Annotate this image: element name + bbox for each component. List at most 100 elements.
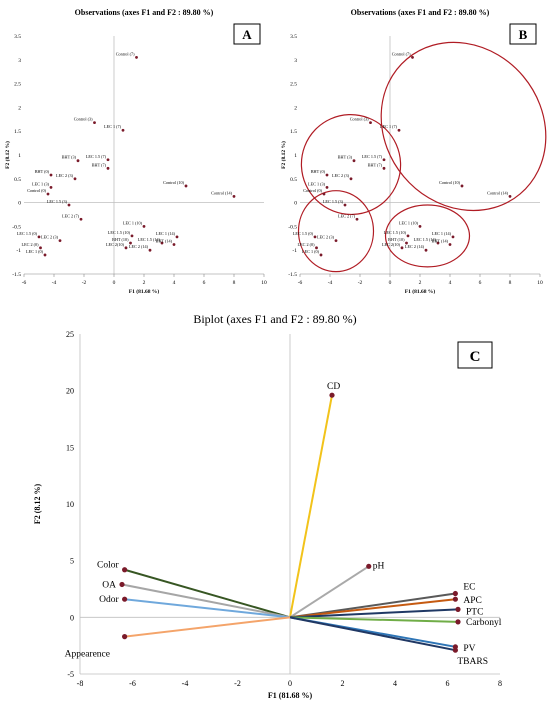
observation-point xyxy=(232,195,236,198)
observation-label: LEC 1.5 (10) xyxy=(108,230,131,235)
y-tick-label: 0.5 xyxy=(290,177,297,183)
y-tick-label: 0 xyxy=(18,201,21,207)
panel-c-chart: Biplot (axes F1 and F2 : 89.80 %) -8 -6 -4 -… xyxy=(33,312,502,700)
variable-point xyxy=(122,634,128,640)
observation-point xyxy=(43,253,47,257)
observation-label: LEC 1.5 (14) xyxy=(138,237,161,242)
x-tick-label: -4 xyxy=(328,280,333,286)
variable-vector xyxy=(124,616,291,638)
variable-label: OA xyxy=(102,580,116,590)
observation-label: BHT (7) xyxy=(368,162,383,167)
y-tick-label: 2.5 xyxy=(14,82,21,88)
x-tick-label: 2 xyxy=(341,679,345,688)
observation-label: BHT (3) xyxy=(338,155,353,160)
observation-label: BHT (10) xyxy=(388,237,405,242)
x-tick-label: 2 xyxy=(419,280,422,286)
observation-point xyxy=(325,185,329,189)
x-axis-label: F1 (81.68 %) xyxy=(405,288,436,294)
observation-label: LEC 1 (10) xyxy=(123,220,143,225)
observation-label: BHT (0) xyxy=(35,169,50,174)
x-axis-label: F1 (81.68 %) xyxy=(129,288,160,294)
variable-vector xyxy=(121,583,291,619)
y-tick-label: -1 xyxy=(292,248,297,254)
x-tick-label: -2 xyxy=(82,280,87,286)
observation-point xyxy=(334,239,338,243)
y-tick-label: -5 xyxy=(67,670,74,679)
observation-label: LEC 1 (14) xyxy=(156,231,176,236)
observation-point xyxy=(160,241,164,245)
group-ellipse xyxy=(380,41,547,212)
observation-point xyxy=(67,203,71,207)
observation-label: LEC 2 (3) xyxy=(41,235,59,240)
x-tick-label: -4 xyxy=(182,679,189,688)
observation-label: BHT (14) xyxy=(432,238,449,243)
y-tick-label: -0.5 xyxy=(288,224,297,230)
panel-a-chart: Observations (axes F1 and F2 : 89.80 %) -… xyxy=(4,8,267,295)
chart-title: Biplot (axes F1 and F2 : 89.80 %) xyxy=(193,312,356,326)
y-tick-label: 10 xyxy=(66,500,74,509)
x-tick-label: -4 xyxy=(52,280,57,286)
x-tick-label: -2 xyxy=(234,679,241,688)
observation-label: LEC 2 (14) xyxy=(405,244,425,249)
observation-point xyxy=(142,225,146,228)
y-tick-label: -1 xyxy=(16,248,21,254)
variable-label: EC xyxy=(463,583,475,593)
observation-label: Control (0) xyxy=(303,188,322,193)
observation-point xyxy=(46,192,50,196)
observation-label: LEC 2 (0) xyxy=(22,242,40,247)
y-tick-label: 3.5 xyxy=(14,34,21,40)
observation-point xyxy=(172,243,176,246)
x-tick-label: -2 xyxy=(358,280,363,286)
observation-label: Control (10) xyxy=(439,180,460,185)
observation-point xyxy=(39,246,42,250)
variable-point xyxy=(119,581,125,588)
observation-label: Control (3) xyxy=(350,117,369,122)
panel-letter-box xyxy=(457,341,493,369)
observation-point xyxy=(106,166,110,170)
variable-vector xyxy=(289,616,459,623)
observation-point xyxy=(418,225,422,228)
observation-point xyxy=(175,235,179,239)
y-tick-label: 1.5 xyxy=(14,129,21,135)
variable-point xyxy=(329,392,335,398)
variable-point xyxy=(452,647,458,653)
x-tick-label: 8 xyxy=(498,679,502,688)
observation-label: BHT (3) xyxy=(62,155,77,160)
variable-vector xyxy=(289,598,456,619)
observation-label: LEC 1 (3) xyxy=(32,181,50,186)
y-tick-label: 2.5 xyxy=(290,82,297,88)
chart-title: Observations (axes F1 and F2 : 89.80 %) xyxy=(351,8,490,17)
x-tick-label: 6 xyxy=(446,679,450,688)
observation-label: LEC 2 (3) xyxy=(332,173,350,178)
observation-point xyxy=(184,184,188,188)
variable-vector xyxy=(289,395,333,618)
variable-label: Carbonyl xyxy=(466,618,502,628)
group-ellipse xyxy=(384,204,471,268)
variable-vector xyxy=(289,565,370,619)
x-tick-label: 10 xyxy=(537,280,543,286)
panel-c: Biplot (axes F1 and F2 : 89.80 %) -8 -6 -4 -… xyxy=(0,306,550,702)
observation-label: LEC 2 (3) xyxy=(56,173,74,178)
observation-point xyxy=(93,121,96,125)
variable-vector xyxy=(124,568,291,619)
observation-point xyxy=(129,241,132,245)
observation-point xyxy=(343,203,347,207)
observation-label: Control (10) xyxy=(163,180,184,185)
variable-point xyxy=(122,596,128,602)
x-tick-label: 0 xyxy=(113,280,116,286)
observation-label: Control (14) xyxy=(487,190,508,195)
observation-label: LEC 2 (7) xyxy=(338,213,356,218)
y-tick-label: 25 xyxy=(66,330,74,339)
observation-point xyxy=(325,173,329,177)
x-tick-label: -6 xyxy=(298,280,303,286)
x-tick-label: -8 xyxy=(77,679,84,688)
variable-label: Appearence xyxy=(65,650,110,660)
y-tick-label: 1 xyxy=(294,153,297,159)
observation-label: LEC 2 (7) xyxy=(62,213,80,218)
observation-point xyxy=(315,246,318,250)
observation-label: LEC 1.5 (14) xyxy=(414,237,437,242)
x-axis-label: F1 (81.68 %) xyxy=(268,691,313,700)
observation-label: LEC 1.5 (7) xyxy=(362,154,383,159)
y-tick-label: 20 xyxy=(66,387,74,396)
observation-label: LEC 1 (14) xyxy=(432,231,452,236)
